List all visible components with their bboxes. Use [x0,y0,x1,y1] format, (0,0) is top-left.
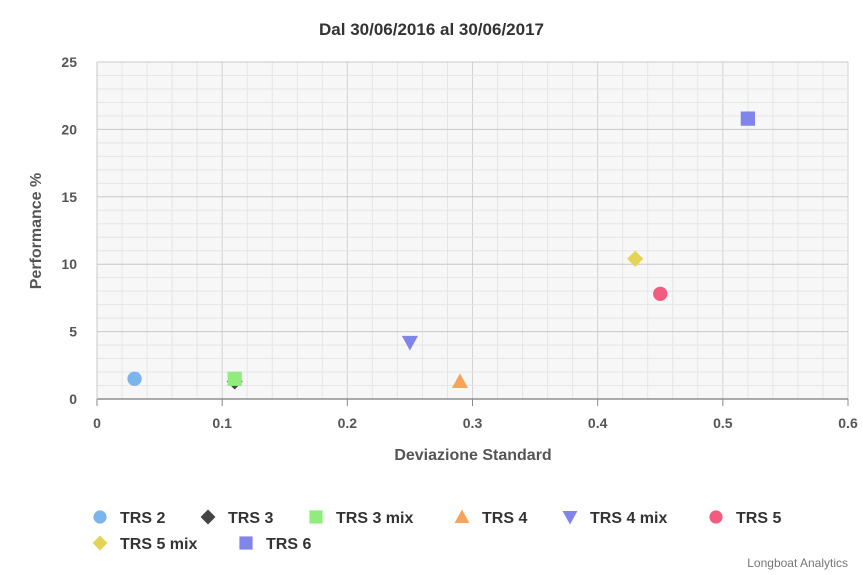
legend-item-trs-4[interactable]: TRS 4 [454,509,528,527]
y-tick-label: 10 [61,256,77,272]
legend-item-trs-5-mix[interactable]: TRS 5 mix [92,535,198,553]
legend-item-trs-2[interactable]: TRS 2 [93,510,165,527]
data-point-trs-4-0 [451,373,469,388]
legend-symbol-trs-5-mix [92,535,108,551]
chart-title: Dal 30/06/2016 al 30/06/2017 [319,20,544,39]
legend-item-trs-4-mix[interactable]: TRS 4 mix [562,510,668,527]
grid-lines [96,61,849,400]
data-point-trs-2-0 [127,371,142,386]
legend-symbol-trs-5 [709,510,723,524]
data-point-trs-5-0 [653,286,668,302]
data-point-trs-4-mix-0 [401,335,418,351]
legend-label: TRS 5 [736,510,781,527]
x-axis-title: Deviazione Standard [394,447,551,464]
legend-symbol-trs-3 [200,509,216,525]
data-point-trs-6-0 [740,111,756,126]
x-tick-label: 0.5 [713,415,733,431]
legend-label: TRS 5 mix [120,536,197,553]
x-tick-label: 0.4 [588,415,608,431]
legend-symbol-trs-6 [239,536,253,550]
legend: TRS 2 TRS 3 TRS 3 mix TRS 4 TRS 4 mix TRS 5 TR… [92,509,781,553]
legend-label: TRS 6 [266,536,311,553]
y-tick-label: 0 [69,391,77,407]
y-tick-label: 5 [69,324,77,340]
legend-label: TRS 3 mix [336,510,413,527]
legend-symbol-trs-4-mix [562,511,578,525]
y-tick-label: 20 [61,121,77,137]
x-tick-label: 0 [93,415,101,431]
data-point-trs-3-mix-0 [227,371,242,386]
y-axis-title: Performance % [28,173,45,290]
data-point-trs-5-mix-0 [627,250,644,267]
y-tick-label: 15 [61,189,77,205]
x-tick-label: 0.3 [463,415,483,431]
legend-label: TRS 4 mix [590,510,667,527]
legend-label: TRS 4 [482,510,527,527]
legend-label: TRS 3 [228,510,273,527]
legend-symbol-trs-2 [93,510,107,524]
x-tick-label: 0.1 [212,415,232,431]
legend-item-trs-3[interactable]: TRS 3 [200,509,274,527]
legend-item-trs-3-mix[interactable]: TRS 3 mix [309,510,413,527]
x-tick-label: 0.6 [838,415,858,431]
tick-labels: 0 0.1 0.2 0.3 0.4 0.5 0.6 0 5 10 15 20 25 [61,54,858,431]
data-points [127,111,756,390]
legend-symbol-trs-3-mix [309,510,323,524]
credit-text: Longboat Analytics [747,556,848,570]
legend-item-trs-6[interactable]: TRS 6 [239,536,311,553]
x-tick-label: 0.2 [338,415,358,431]
legend-label: TRS 2 [120,510,165,527]
y-tick-label: 25 [61,54,77,70]
legend-symbol-trs-4 [454,509,470,523]
legend-item-trs-5[interactable]: TRS 5 [709,510,781,527]
